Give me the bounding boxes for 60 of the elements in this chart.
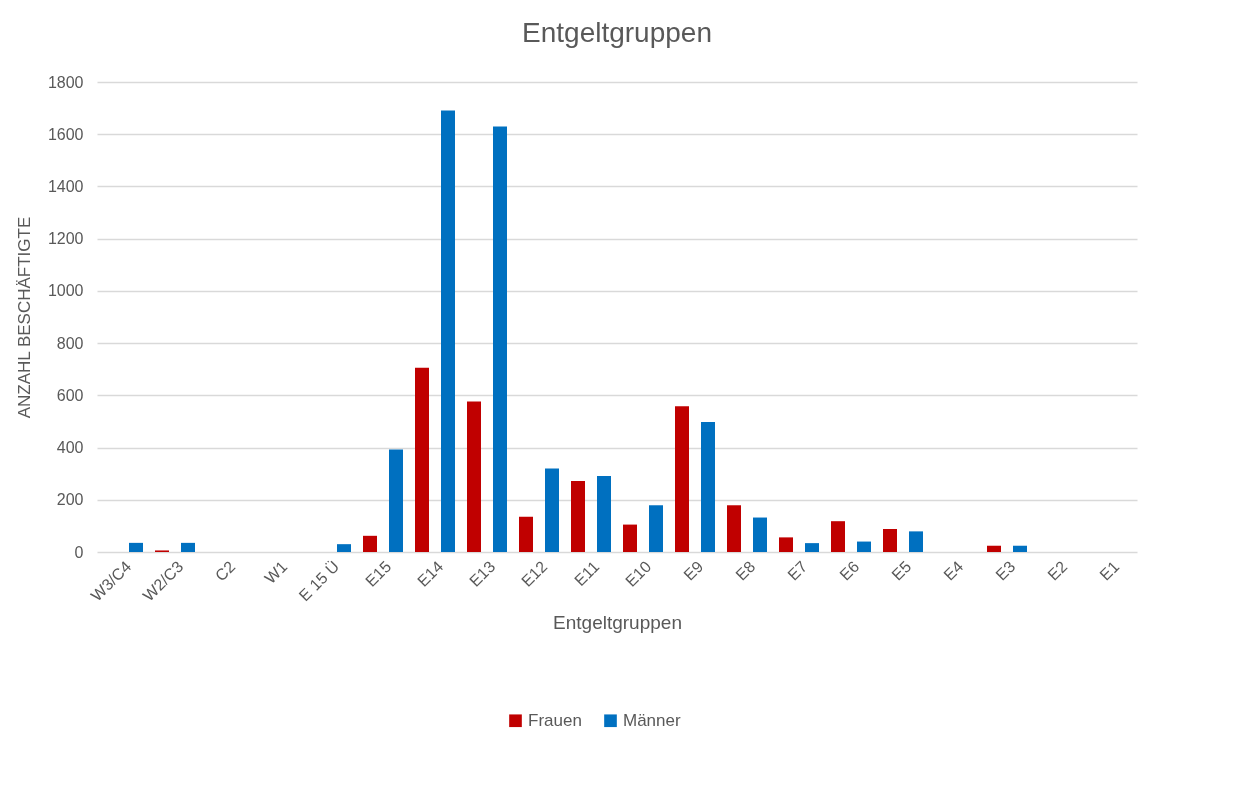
legend-label: Männer: [623, 710, 681, 730]
x-axis-title: Entgeltgruppen: [553, 612, 682, 634]
x-tick-label: E7: [784, 557, 811, 584]
bar: [441, 110, 455, 552]
bar: [1013, 545, 1027, 552]
bar: [909, 531, 923, 552]
y-tick-label: 1000: [47, 282, 84, 300]
bar: [857, 541, 871, 552]
bar: [337, 544, 351, 552]
bar: [623, 524, 637, 552]
x-tick-label: E15: [362, 557, 395, 590]
y-tick-label: 0: [74, 543, 84, 561]
bar: [129, 542, 143, 552]
chart-title: Entgeltgruppen: [522, 17, 712, 48]
bar: [649, 505, 663, 552]
y-tick-label: 200: [56, 491, 84, 509]
y-tick-label: 1600: [47, 125, 84, 143]
x-tick-label: E11: [571, 557, 603, 590]
bar: [597, 476, 611, 552]
y-axis-title: ANZAHL BESCHÄFTIGTE: [14, 216, 34, 419]
bar: [571, 480, 585, 552]
x-tick-label: W1: [261, 557, 291, 587]
bar: [675, 406, 689, 552]
x-tick-label: E5: [888, 557, 915, 584]
y-tick-label: 1400: [47, 177, 84, 195]
x-tick-label: E8: [732, 557, 759, 584]
y-tick-label: 800: [56, 334, 84, 352]
x-tick-label: E6: [836, 557, 863, 584]
bar: [415, 367, 429, 552]
bar: [701, 421, 715, 552]
bar: [727, 505, 741, 552]
bar: [493, 126, 507, 552]
bar: [181, 542, 195, 552]
x-tick-label: C2: [211, 557, 239, 585]
x-tick-label: E1: [1096, 557, 1123, 584]
x-tick-label: E10: [622, 557, 655, 590]
bar: [545, 468, 559, 552]
x-tick-label: E4: [940, 557, 967, 584]
bar: [519, 516, 533, 552]
x-tick-label: E 15 Ü: [295, 557, 343, 605]
bar: [363, 535, 377, 552]
y-tick-label: 1200: [47, 230, 84, 248]
bar: [831, 521, 845, 552]
x-tick-label: E9: [680, 557, 707, 584]
x-tick-label: E3: [992, 557, 1019, 584]
y-tick-label: 1800: [47, 73, 84, 91]
bar: [389, 449, 403, 552]
x-tick-label: E2: [1044, 557, 1071, 584]
bar: [805, 543, 819, 552]
x-tick-label: E14: [414, 557, 447, 590]
legend-label: Frauen: [528, 710, 582, 730]
bar: [883, 529, 897, 552]
bar: [779, 537, 793, 552]
bar: [987, 545, 1001, 552]
bar: [753, 517, 767, 552]
x-tick-label: E12: [518, 557, 551, 590]
y-tick-label: 600: [56, 386, 84, 404]
x-tick-label: E13: [466, 557, 499, 590]
bar: [467, 401, 481, 552]
y-tick-label: 400: [56, 439, 84, 457]
